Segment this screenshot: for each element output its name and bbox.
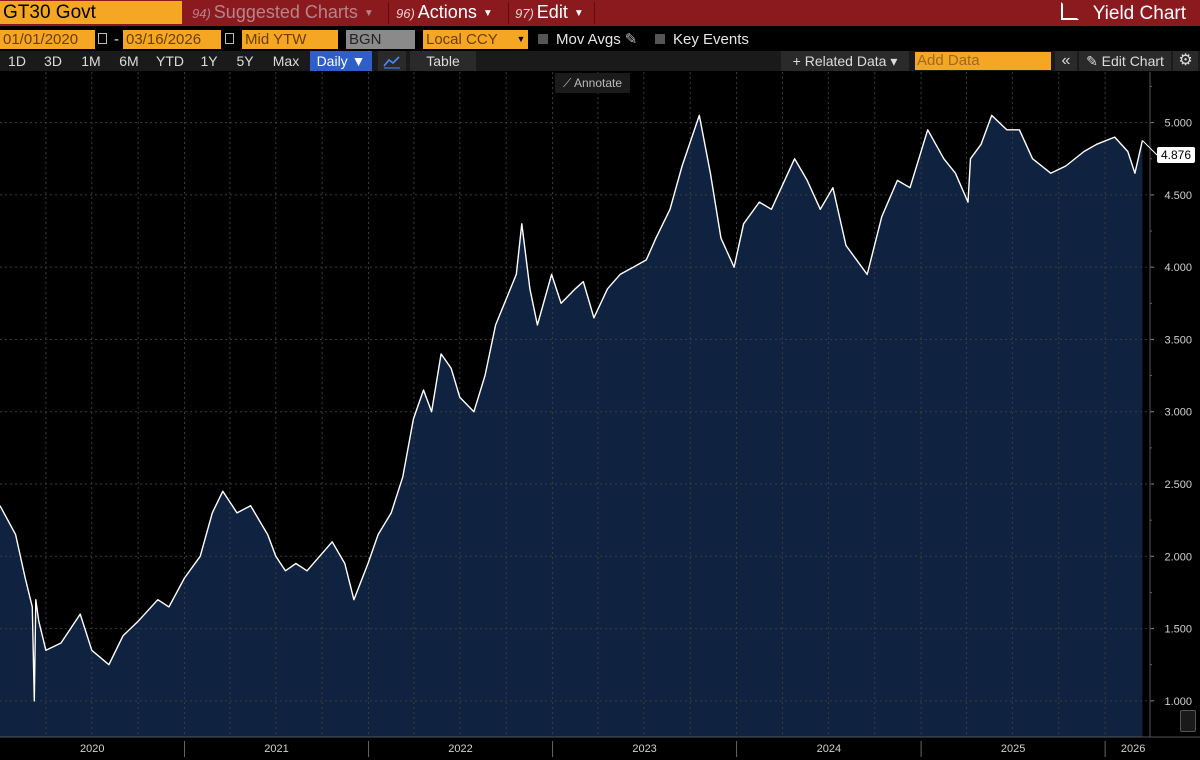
x-tick-label: 2023 bbox=[632, 743, 656, 755]
y-tick-label: 2.000 bbox=[1164, 551, 1192, 563]
date-separator: - bbox=[114, 31, 119, 48]
series-line bbox=[0, 114, 1144, 702]
y-tick-label: 3.000 bbox=[1164, 407, 1192, 419]
key-events-label: Key Events bbox=[673, 31, 749, 48]
range-3d[interactable]: 3D bbox=[44, 53, 62, 69]
chevron-down-icon: ▼ bbox=[573, 7, 584, 19]
actions-menu[interactable]: 96) Actions ▼ bbox=[396, 1, 493, 24]
range-ytd[interactable]: YTD bbox=[156, 53, 184, 69]
chevron-down-icon: ▼ bbox=[482, 7, 493, 19]
series-area-fill bbox=[0, 115, 1143, 737]
x-tick-label: 2020 bbox=[80, 743, 104, 755]
calendar-icon[interactable] bbox=[225, 33, 234, 44]
x-tick-label: 2026 bbox=[1121, 743, 1145, 755]
yield-chart-title[interactable]: Yield Chart bbox=[1060, 1, 1186, 24]
source-field[interactable]: BGN bbox=[346, 30, 415, 49]
y-tick-label: 4.500 bbox=[1164, 190, 1192, 202]
field-select[interactable]: Mid YTW bbox=[242, 30, 338, 49]
y-tick-label: 1.500 bbox=[1164, 624, 1192, 636]
table-button[interactable]: Table bbox=[410, 51, 476, 71]
range-1y[interactable]: 1Y bbox=[200, 53, 218, 69]
y-tick-label: 3.500 bbox=[1164, 334, 1192, 346]
external-link-icon bbox=[1060, 2, 1079, 20]
scroll-handle[interactable] bbox=[1180, 710, 1196, 732]
last-value-connector bbox=[1142, 140, 1158, 156]
edit-menu[interactable]: 97) Edit ▼ bbox=[515, 1, 584, 24]
ticker-field[interactable]: GT30 Govt bbox=[0, 1, 182, 24]
calendar-icon[interactable] bbox=[98, 33, 107, 44]
actions-label: Actions bbox=[417, 2, 477, 22]
range-max[interactable]: Max bbox=[272, 53, 300, 69]
annotate-button[interactable]: ⟋ Annotate bbox=[555, 73, 630, 93]
suggested-charts-menu[interactable]: 94) Suggested Charts ▼ bbox=[192, 1, 374, 24]
edit-chart-button[interactable]: ✎ Edit Chart bbox=[1079, 51, 1171, 71]
related-data-button[interactable]: + Related Data ▾ bbox=[781, 51, 909, 71]
collapse-icon[interactable]: « bbox=[1055, 51, 1077, 71]
currency-select[interactable]: Local CCY bbox=[423, 30, 514, 49]
checkbox-icon[interactable] bbox=[538, 34, 548, 45]
x-axis-band bbox=[0, 737, 1200, 760]
edit-num: 97) bbox=[515, 6, 534, 21]
divider bbox=[594, 2, 595, 24]
y-tick-label: 5.000 bbox=[1164, 118, 1192, 130]
y-tick-label: 4.000 bbox=[1164, 262, 1192, 274]
end-date-input[interactable]: 03/16/2026 bbox=[123, 30, 221, 49]
range-toolbar: 1D 3D 1M 6M YTD 1Y 5Y Max Daily ▼ Table … bbox=[0, 51, 1200, 71]
x-tick-label: 2025 bbox=[1001, 743, 1025, 755]
range-6m[interactable]: 6M bbox=[119, 53, 139, 69]
gear-icon[interactable]: ⚙ bbox=[1173, 51, 1198, 71]
x-tick-label: 2021 bbox=[264, 743, 288, 755]
x-tick-label: 2024 bbox=[817, 743, 841, 755]
period-select[interactable]: Daily ▼ bbox=[310, 51, 372, 71]
last-value-tag: 4.876 bbox=[1157, 147, 1195, 163]
chevron-down-icon[interactable]: ▼ bbox=[514, 30, 528, 49]
range-1m[interactable]: 1M bbox=[81, 53, 101, 69]
divider bbox=[508, 2, 509, 24]
edit-label: Edit bbox=[536, 2, 568, 22]
actions-num: 96) bbox=[396, 6, 415, 21]
range-5y[interactable]: 5Y bbox=[236, 53, 254, 69]
suggested-charts-num: 94) bbox=[192, 6, 211, 21]
top-bar: GT30 Govt 94) Suggested Charts ▼ 96) Action… bbox=[0, 0, 1200, 26]
mov-avgs-label: Mov Avgs bbox=[556, 31, 621, 48]
controls-row: 01/01/2020 - 03/16/2026 Mid YTW BGN Loca… bbox=[0, 29, 1200, 51]
line-chart-icon[interactable] bbox=[378, 51, 406, 71]
add-data-input[interactable]: Add Data bbox=[915, 52, 1051, 70]
range-1d[interactable]: 1D bbox=[8, 53, 26, 69]
pencil-icon[interactable]: ✎ bbox=[624, 31, 638, 48]
mov-avgs-toggle[interactable]: Mov Avgs ✎ bbox=[538, 30, 637, 49]
chevron-down-icon: ▼ bbox=[363, 7, 374, 19]
suggested-charts-label: Suggested Charts bbox=[213, 2, 358, 22]
x-tick-label: 2022 bbox=[448, 743, 472, 755]
divider bbox=[388, 2, 389, 24]
yield-chart-label: Yield Chart bbox=[1092, 3, 1186, 24]
key-events-toggle[interactable]: Key Events bbox=[655, 30, 749, 49]
checkbox-icon[interactable] bbox=[655, 34, 665, 45]
y-tick-label: 1.000 bbox=[1164, 696, 1192, 708]
y-tick-label: 2.500 bbox=[1164, 479, 1192, 491]
start-date-input[interactable]: 01/01/2020 bbox=[0, 30, 95, 49]
